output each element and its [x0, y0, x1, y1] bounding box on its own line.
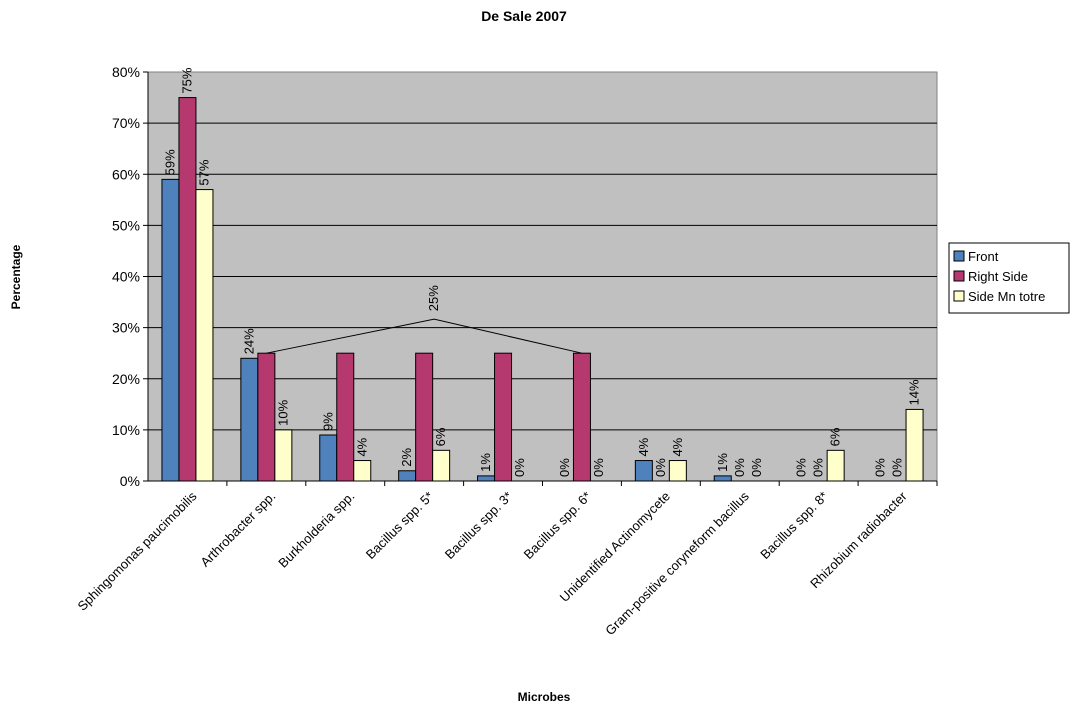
data-label: 14% — [907, 379, 922, 405]
data-label: 4% — [670, 437, 685, 456]
bar-side-mn-totre — [353, 460, 372, 482]
x-category-label: Bacillus spp. 5* — [363, 489, 436, 562]
x-category-label: Arthrobacter spp. — [197, 489, 278, 570]
data-label: 24% — [241, 328, 256, 354]
x-category-label: Gram-positive coryneform bacillus — [602, 488, 752, 638]
bar-front — [713, 475, 732, 482]
bar-right-side — [494, 352, 513, 482]
x-category-label: Bacillus spp. 8* — [757, 489, 830, 562]
y-tick-label: 70% — [112, 115, 140, 131]
bar-right-side — [336, 352, 355, 482]
x-category-label: Burkholderia spp. — [275, 489, 357, 571]
bar-side-mn-totre — [905, 408, 924, 482]
legend-swatch — [953, 250, 965, 262]
bar-front — [240, 357, 259, 482]
bar-front — [319, 434, 338, 482]
x-category-label: Sphingomonas paucimobilis — [75, 488, 200, 613]
data-label: 0% — [811, 458, 826, 477]
y-tick-label: 50% — [112, 217, 140, 233]
data-label: 10% — [275, 399, 290, 425]
data-label: 1% — [478, 453, 493, 472]
bar-front — [477, 475, 496, 482]
data-labels: 59%75%57%24%10% 9%4%2%6%1% 0% 0% 0%4%0%4%1% 0… — [162, 67, 921, 477]
data-label: 1% — [715, 453, 730, 472]
data-label: 0% — [794, 458, 809, 477]
legend-swatch — [953, 270, 965, 282]
data-label: 0% — [873, 458, 888, 477]
x-category-label: Bacillus spp. 3* — [442, 489, 515, 562]
data-label: 59% — [162, 149, 177, 175]
data-label: 0% — [653, 458, 668, 477]
data-label: 0% — [890, 458, 905, 477]
bar-side-mn-totre — [432, 449, 451, 482]
y-tick-label: 20% — [112, 371, 140, 387]
y-tick-label: 30% — [112, 320, 140, 336]
data-label: 0% — [512, 458, 527, 477]
bar-side-mn-totre — [668, 460, 687, 482]
bar-right-side — [178, 97, 197, 482]
legend-label: Front — [968, 249, 999, 264]
data-label: 0% — [749, 458, 764, 477]
y-tick-label: 40% — [112, 269, 140, 285]
data-label: 0% — [591, 458, 606, 477]
bar-side-mn-totre — [195, 189, 214, 482]
data-label: 6% — [433, 427, 448, 446]
y-tick-label: 80% — [112, 64, 140, 80]
bars — [161, 97, 924, 482]
bar-side-mn-totre — [274, 429, 293, 482]
annotation: 25% — [266, 285, 583, 354]
bar-front — [398, 470, 417, 482]
annotation-label: 25% — [426, 285, 441, 311]
data-label: 75% — [179, 67, 194, 93]
data-label: 4% — [354, 437, 369, 456]
data-label: 0% — [557, 458, 572, 477]
bar-right-side — [415, 352, 434, 482]
legend-label: Right Side — [968, 269, 1028, 284]
chart-title: De Sale 2007 — [481, 8, 567, 24]
data-label: 57% — [196, 159, 211, 185]
data-label: 6% — [828, 427, 843, 446]
bar-right-side — [257, 352, 276, 482]
y-axis-title: Percentage — [9, 244, 23, 309]
legend-swatch — [953, 290, 965, 302]
data-label: 0% — [732, 458, 747, 477]
bar-right-side — [572, 352, 591, 482]
y-tick-label: 60% — [112, 166, 140, 182]
data-label: 2% — [399, 448, 414, 467]
bar-front — [634, 460, 653, 482]
legend-box — [948, 242, 1070, 314]
legend-label: Side Mn totre — [968, 289, 1045, 304]
x-axis-title: Microbes — [518, 690, 571, 704]
y-tick-label: 0% — [120, 473, 140, 489]
bar-front — [161, 178, 180, 482]
x-category-label: Bacillus spp. 6* — [521, 489, 594, 562]
annotation-leader-lines — [266, 318, 583, 354]
y-tick-label: 10% — [112, 422, 140, 438]
data-label: 9% — [320, 412, 335, 431]
bar-side-mn-totre — [826, 449, 845, 482]
legend: Front Right Side Side Mn totre — [948, 242, 1070, 314]
data-label: 4% — [636, 437, 651, 456]
